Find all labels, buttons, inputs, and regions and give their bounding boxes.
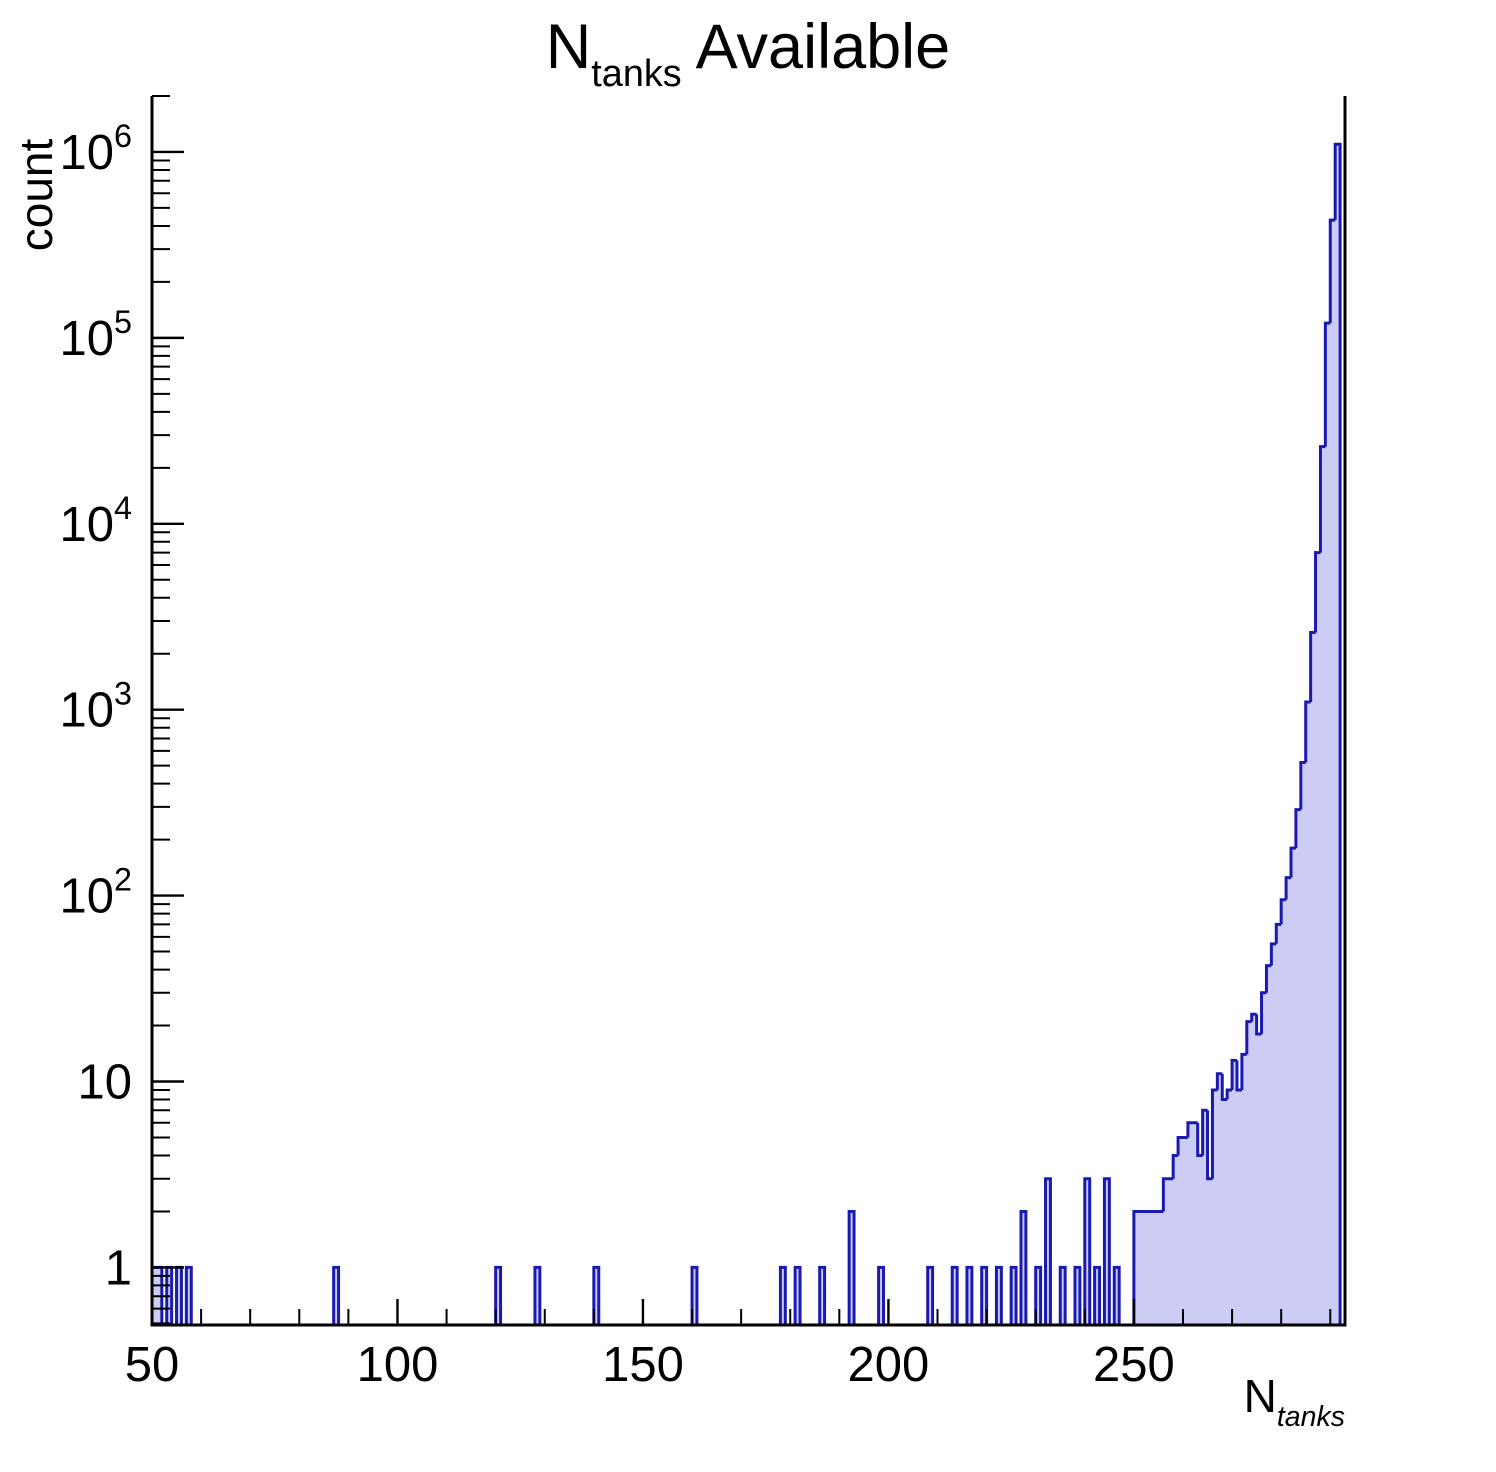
x-axis-ticks [150, 1299, 1332, 1325]
y-axis-title-group: count [10, 139, 62, 252]
x-axis-tick-labels: 50 100 150 200 250 [125, 1338, 1175, 1392]
y-tick-label: 102 [60, 862, 133, 924]
y-tick-label: 10 [77, 1055, 132, 1109]
plot-title-group: Ntanks Available [546, 12, 950, 95]
y-axis-ticks [152, 95, 184, 1325]
y-tick-label: 106 [60, 118, 133, 180]
x-tick-label: 150 [602, 1338, 684, 1392]
y-axis-label: count [10, 139, 62, 252]
axis-frame [150, 96, 1347, 1327]
y-tick-label: 103 [60, 676, 133, 738]
x-tick-label: 200 [848, 1338, 930, 1392]
page-title: Ntanks Available [546, 12, 950, 95]
histogram-fill [152, 144, 1341, 1325]
y-tick-label: 1 [105, 1241, 132, 1295]
y-axis-tick-labels: 1 10 102 103 104 105 106 [60, 118, 133, 1295]
x-axis-label: Ntanks [1244, 1370, 1345, 1433]
y-tick-label: 105 [60, 304, 133, 366]
x-axis-title-group: Ntanks [1244, 1370, 1345, 1433]
y-tick-label: 104 [60, 490, 133, 552]
histogram-step-outline [150, 142, 1342, 1325]
histogram-area [152, 144, 1341, 1325]
x-tick-label: 50 [125, 1338, 180, 1392]
histogram-outline [150, 142, 1342, 1325]
plot-frame [150, 96, 1347, 1327]
x-tick-label: 250 [1093, 1338, 1175, 1392]
x-tick-label: 100 [357, 1338, 439, 1392]
